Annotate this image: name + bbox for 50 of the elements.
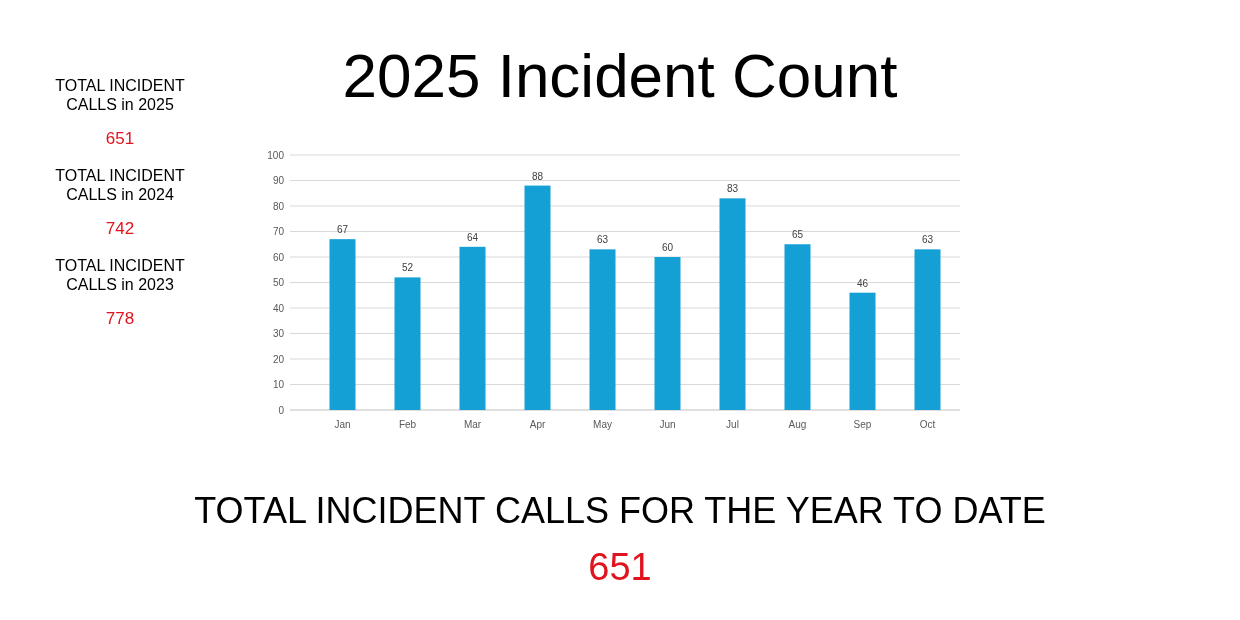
y-tick-label: 10 — [272, 379, 285, 390]
x-tick-label: Sep — [853, 419, 872, 430]
data-label: 60 — [661, 242, 674, 253]
x-tick-label: Jul — [726, 419, 739, 430]
x-tick-label: Jan — [334, 419, 351, 430]
x-tick-label: Apr — [529, 419, 546, 430]
y-tick-label: 40 — [272, 302, 285, 314]
data-label: 88 — [531, 170, 544, 182]
data-label: 83 — [726, 183, 739, 195]
x-tick-label: Oct — [919, 419, 936, 430]
bar — [914, 249, 941, 410]
text: TOTAL INCIDENT CALLS in 2024 — [55, 167, 185, 203]
y-tick-label: 80 — [272, 200, 285, 212]
chart-title: 2025 Incident Count — [342, 41, 898, 110]
x-tick-label: May — [593, 419, 612, 430]
x-tick-label: Feb — [398, 419, 417, 430]
y-tick-label: 0 — [278, 404, 285, 416]
bar — [719, 198, 746, 410]
y-tick-label: 50 — [272, 277, 285, 288]
bar — [394, 277, 421, 410]
bar — [784, 244, 811, 410]
y-tick-label: 20 — [272, 353, 285, 365]
x-tick-label: Aug — [788, 419, 807, 430]
y-tick-label: 90 — [272, 175, 285, 186]
text: TOTAL INCIDENT CALLS in 2023 — [55, 257, 185, 293]
x-tick-label: Mar — [463, 419, 482, 430]
data-label: 52 — [401, 262, 414, 274]
x-tick-label: Jun — [659, 419, 676, 430]
data-label: 67 — [336, 224, 349, 236]
data-label: 63 — [596, 234, 609, 246]
data-label: 46 — [856, 277, 869, 289]
data-label: 65 — [791, 229, 804, 241]
text: 651 — [588, 546, 652, 588]
y-tick-label: 100 — [267, 149, 285, 161]
y-tick-label: 60 — [272, 251, 285, 263]
text: 742 — [105, 219, 135, 238]
bar — [849, 292, 876, 410]
data-label: 63 — [921, 234, 934, 246]
data-label: 64 — [466, 231, 479, 243]
text: 778 — [105, 309, 135, 328]
bar — [589, 249, 616, 410]
bar — [524, 185, 551, 410]
text: TOTAL INCIDENT CALLS FOR THE YEAR TO DATE — [194, 490, 1046, 531]
text: 651 — [105, 129, 135, 148]
y-tick-label: 30 — [272, 328, 285, 339]
text: TOTAL INCIDENT CALLS in 2025 — [55, 77, 185, 113]
bar — [459, 246, 486, 410]
bar — [654, 257, 681, 410]
y-tick-label: 70 — [272, 226, 285, 237]
bar — [329, 239, 356, 410]
